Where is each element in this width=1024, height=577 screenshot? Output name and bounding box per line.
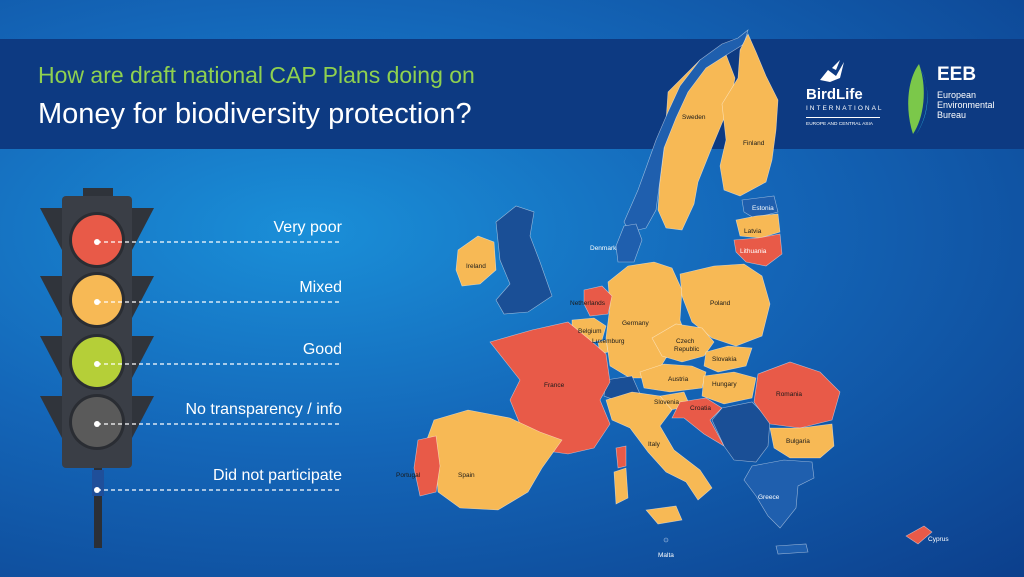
label-hungary: Hungary [712, 381, 737, 388]
legend-very-poor: Very poor [273, 219, 342, 236]
label-finland: Finland [743, 140, 765, 147]
country-denmark [615, 223, 643, 263]
eeb-line-1: European [937, 90, 977, 100]
country-france [489, 321, 611, 455]
legend-mixed: Mixed [299, 279, 342, 296]
country-hungary [701, 371, 757, 405]
eeb-line-3: Bureau [937, 110, 967, 120]
label-ireland: Ireland [466, 263, 486, 270]
label-luxembourg: Luxemburg [592, 338, 625, 345]
label-cyprus: Cyprus [928, 536, 949, 543]
label-czech-line1: Czech [676, 338, 695, 345]
birdlife-logo: BirdLife INTERNATIONAL EUROPE AND CENTRA… [806, 56, 886, 134]
birdlife-divider [806, 117, 880, 118]
label-netherlands: Netherlands [570, 300, 606, 307]
country-finland [719, 33, 779, 197]
label-austria: Austria [668, 376, 689, 383]
country-slovakia [703, 345, 753, 373]
label-sweden: Sweden [682, 114, 706, 121]
birdlife-international: INTERNATIONAL [806, 105, 884, 112]
country-cyprus [905, 525, 933, 545]
title-banner [0, 39, 1024, 149]
country-italy-sicily [645, 505, 683, 525]
label-germany: Germany [622, 320, 649, 327]
label-malta: Malta [658, 552, 674, 559]
country-france-corsica [615, 445, 627, 469]
country-greece-crete [775, 543, 809, 555]
page-subtitle: How are draft national CAP Plans doing o… [38, 62, 475, 88]
label-slovenia: Slovenia [654, 399, 679, 406]
label-slovakia: Slovakia [712, 356, 737, 363]
country-uk [495, 205, 553, 315]
label-poland: Poland [710, 300, 731, 307]
traffic-light [40, 188, 342, 548]
leaf-icon [908, 64, 928, 136]
label-lithuania: Lithuania [740, 248, 767, 255]
country-bulgaria [769, 423, 835, 459]
birdlife-name: BirdLife [806, 86, 863, 103]
eeb-logo: EEB European Environmental Bureau [903, 60, 1023, 140]
bird-icon [820, 60, 844, 82]
label-spain: Spain [458, 472, 475, 479]
label-belgium: Belgium [578, 328, 601, 335]
label-romania: Romania [776, 391, 802, 398]
label-portugal: Portugal [396, 472, 421, 479]
label-denmark: Denmark [590, 245, 617, 252]
label-france: France [544, 382, 565, 389]
page-title: Money for biodiversity protection? [38, 98, 472, 130]
eeb-abbr: EEB [937, 64, 977, 85]
label-greece: Greece [758, 494, 780, 501]
label-estonia: Estonia [752, 205, 774, 212]
legend-did-not-participate: Did not participate [213, 467, 342, 484]
country-netherlands [583, 285, 613, 317]
country-malta [663, 537, 669, 543]
country-czech [651, 323, 715, 363]
country-portugal [413, 435, 441, 497]
birdlife-tagline: EUROPE AND CENTRAL ASIA [806, 122, 873, 127]
country-romania [753, 361, 841, 429]
label-italy: Italy [648, 441, 661, 448]
country-ireland [455, 235, 497, 287]
label-czech-line2: Republic [674, 346, 700, 353]
legend-good: Good [302, 341, 342, 358]
country-latvia [735, 213, 781, 239]
country-italy [605, 391, 713, 501]
legend-no-info: No transparency / info [185, 401, 342, 418]
label-croatia: Croatia [690, 405, 711, 412]
eeb-line-2: Environmental [937, 100, 995, 110]
country-lithuania [733, 233, 783, 267]
label-latvia: Latvia [744, 228, 762, 235]
country-greece [743, 459, 815, 529]
country-italy-sardinia [613, 467, 629, 505]
label-bulgaria: Bulgaria [786, 438, 810, 445]
country-poland [679, 263, 771, 347]
